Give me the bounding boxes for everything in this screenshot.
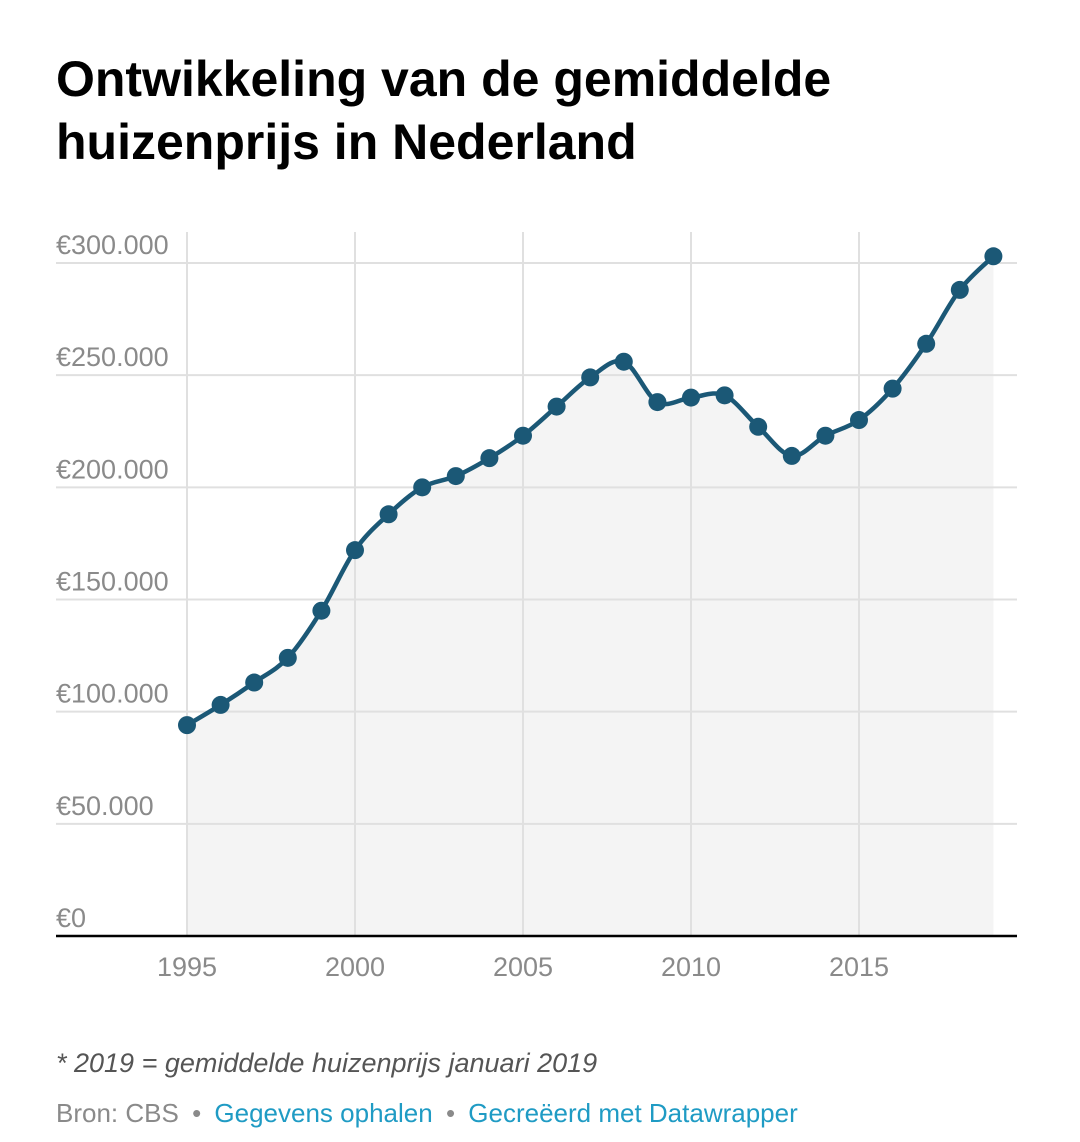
get-data-link[interactable]: Gegevens ophalen bbox=[214, 1098, 433, 1128]
data-point[interactable] bbox=[816, 426, 835, 445]
y-tick-label: €200.000 bbox=[56, 454, 169, 484]
y-tick-label: €300.000 bbox=[56, 230, 169, 260]
y-tick-label: €100.000 bbox=[56, 679, 169, 709]
y-tick-label: €150.000 bbox=[56, 567, 169, 597]
data-point[interactable] bbox=[917, 334, 936, 353]
data-points bbox=[178, 247, 1003, 735]
y-tick-label: €250.000 bbox=[56, 342, 169, 372]
data-point[interactable] bbox=[547, 397, 566, 416]
data-point[interactable] bbox=[850, 411, 868, 430]
data-point[interactable] bbox=[178, 716, 196, 735]
chart-note: * 2019 = gemiddelde huizenprijs januari … bbox=[56, 1048, 598, 1078]
x-tick-label: 2015 bbox=[829, 952, 889, 982]
data-point[interactable] bbox=[480, 449, 499, 468]
data-point[interactable] bbox=[715, 386, 734, 405]
data-point[interactable] bbox=[211, 695, 230, 714]
data-point[interactable] bbox=[782, 446, 801, 465]
data-point[interactable] bbox=[379, 505, 398, 524]
y-tick-label: €0 bbox=[56, 903, 86, 933]
x-tick-label: 1995 bbox=[157, 952, 217, 982]
data-point[interactable] bbox=[346, 541, 364, 560]
x-tick-label: 2005 bbox=[493, 952, 553, 982]
datawrapper-link[interactable]: Gecreëerd met Datawrapper bbox=[468, 1098, 798, 1128]
separator: • bbox=[445, 1098, 456, 1128]
data-point[interactable] bbox=[648, 393, 667, 412]
data-point[interactable] bbox=[950, 280, 969, 299]
data-point[interactable] bbox=[245, 673, 264, 692]
data-point[interactable] bbox=[413, 478, 432, 497]
data-point[interactable] bbox=[614, 352, 633, 371]
data-point[interactable] bbox=[446, 467, 465, 486]
data-point[interactable] bbox=[749, 417, 768, 436]
data-point[interactable] bbox=[682, 388, 700, 407]
x-tick-label: 2000 bbox=[325, 952, 385, 982]
data-point[interactable] bbox=[581, 368, 600, 387]
x-tick-label: 2010 bbox=[661, 952, 721, 982]
data-point[interactable] bbox=[312, 601, 331, 620]
y-tick-label: €50.000 bbox=[56, 791, 154, 821]
data-point[interactable] bbox=[984, 247, 1003, 266]
source-text: Bron: CBS bbox=[56, 1098, 179, 1128]
grid-lines bbox=[56, 232, 1017, 936]
line-chart: €0 €50.000 €100.000 €150.000 €200.000 €250.00… bbox=[56, 230, 1017, 982]
data-point[interactable] bbox=[278, 648, 297, 667]
separator: • bbox=[192, 1098, 202, 1128]
chart-footer: Bron: CBS • Gegevens ophalen • Gecreëerd… bbox=[56, 1098, 798, 1129]
axis-labels: €0 €50.000 €100.000 €150.000 €200.000 €250.00… bbox=[56, 230, 889, 982]
chart-title: Ontwikkeling van de gemiddelde huizenpri… bbox=[56, 51, 832, 170]
data-point[interactable] bbox=[883, 379, 902, 398]
area-fill bbox=[187, 256, 994, 936]
data-point[interactable] bbox=[514, 426, 532, 445]
